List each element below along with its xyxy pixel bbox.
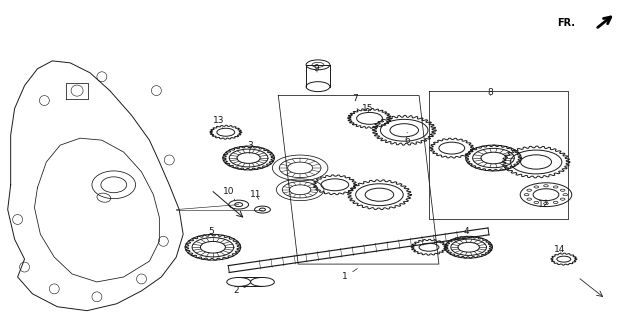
Text: 9: 9 (313, 64, 319, 73)
Text: 5: 5 (208, 227, 214, 236)
Text: 13: 13 (213, 116, 224, 128)
Text: 6: 6 (404, 132, 410, 145)
Text: 2: 2 (233, 286, 248, 295)
Text: 1: 1 (342, 268, 357, 282)
Text: 14: 14 (554, 245, 566, 254)
Text: 3: 3 (248, 140, 253, 150)
Text: 4: 4 (464, 227, 469, 239)
Text: 10: 10 (223, 187, 235, 200)
Text: 15: 15 (362, 104, 374, 113)
Text: 8: 8 (488, 88, 493, 97)
Text: FR.: FR. (557, 18, 575, 28)
Text: 7: 7 (352, 94, 358, 110)
Text: 12: 12 (538, 200, 550, 209)
Text: 11: 11 (249, 190, 261, 199)
